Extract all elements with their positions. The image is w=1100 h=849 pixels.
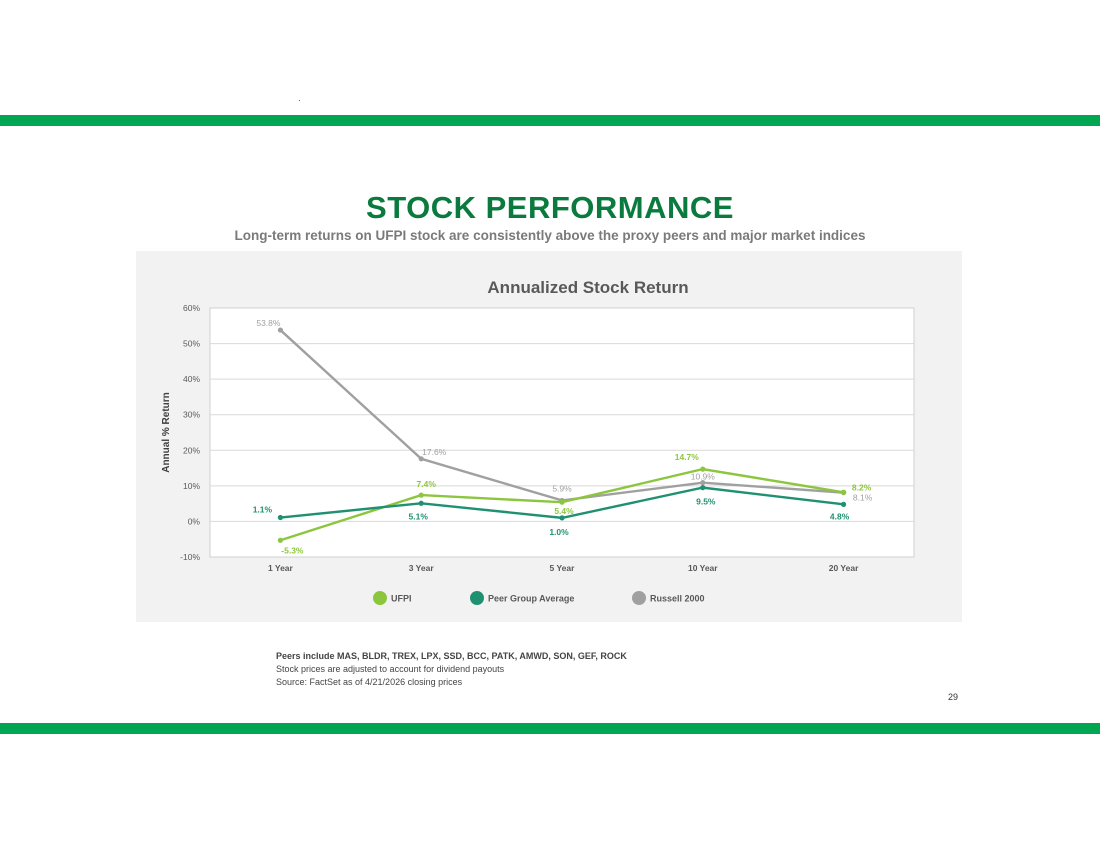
legend-marker [470,591,484,605]
data-point [277,537,283,543]
data-label: 5.4% [554,506,574,516]
chart-panel: Annualized Stock Return -10% 0% 10% 20% 30% 40… [136,251,962,622]
data-point [700,485,706,491]
data-label: 14.7% [675,452,700,462]
legend-label: Peer Group Average [488,594,574,604]
chart-title: Annualized Stock Return [487,278,688,297]
data-point [418,456,424,462]
data-label: 1.0% [549,527,569,537]
y-tick-label: 40% [183,374,200,384]
data-label: -5.3% [281,545,304,555]
x-tick-label: 1 Year [268,563,294,573]
legend-marker [632,591,646,605]
bottom-green-band [0,723,1100,734]
data-point [841,501,847,507]
data-label: 7.4% [417,479,437,489]
y-tick-label: 60% [183,303,200,313]
y-tick-label: 0% [188,516,201,526]
data-label: 17.6% [422,447,447,457]
peers-note: Peers include MAS, BLDR, TREX, LPX, SSD,… [276,651,627,661]
footnotes: Peers include MAS, BLDR, TREX, LPX, SSD,… [276,650,627,689]
page-number: 29 [948,692,959,702]
source-note: Source: FactSet as of 4/21/2026 closing … [276,677,463,687]
data-point [700,480,706,486]
data-point [277,514,283,521]
data-label: 1.1% [253,505,273,515]
data-point [559,515,565,521]
x-tick-label: 10 Year [688,563,718,573]
data-point [418,492,424,498]
data-label: 53.8% [256,318,281,328]
page-subtitle: Long-term returns on UFPI stock are cons… [234,228,866,243]
data-point [559,499,565,505]
data-point [841,489,847,495]
y-tick-label: -10% [180,552,200,562]
line-chart: Annualized Stock Return -10% 0% 10% 20% 30% 40… [161,278,915,605]
data-point [277,327,283,333]
data-label: 10.9% [691,472,716,482]
y-tick-label: 30% [183,410,200,420]
data-label: 5.1% [409,511,429,521]
x-tick-label: 5 Year [550,563,576,573]
dividend-note: Stock prices are adjusted to account for… [276,664,505,674]
legend-label: UFPI [391,594,412,604]
data-label: 4.8% [830,511,850,521]
y-tick-label: 50% [183,339,200,349]
legend-label: Russell 2000 [650,594,705,604]
data-label: 8.1% [853,493,873,503]
data-label: 5.9% [552,483,572,493]
data-label: 8.2% [852,482,872,492]
y-tick-label: 10% [183,481,200,491]
top-green-band [0,115,1100,126]
data-point [700,466,706,472]
x-tick-label: 20 Year [829,563,859,573]
data-point [418,500,424,506]
data-label: 9.5% [696,497,716,507]
legend-marker [373,591,387,605]
page-title: STOCK PERFORMANCE [366,190,734,225]
y-tick-label: 20% [183,445,200,455]
y-axis-label: Annual % Return [161,392,172,473]
x-tick-label: 3 Year [409,563,435,573]
stray-dot [299,100,300,101]
